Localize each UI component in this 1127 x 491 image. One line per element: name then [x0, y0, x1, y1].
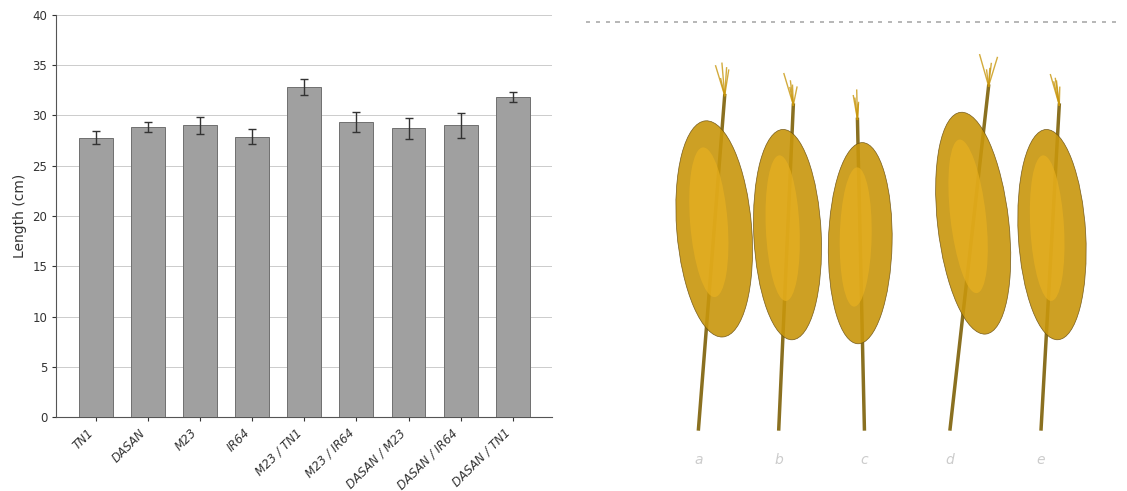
Bar — [444, 126, 478, 417]
Ellipse shape — [1018, 130, 1086, 340]
Text: a: a — [694, 453, 703, 467]
Bar — [496, 97, 530, 417]
Ellipse shape — [1030, 155, 1065, 301]
Bar — [339, 122, 373, 417]
Text: d: d — [946, 453, 955, 467]
Bar — [183, 126, 218, 417]
Bar — [287, 87, 321, 417]
Ellipse shape — [676, 121, 753, 337]
Text: c: c — [861, 453, 868, 467]
Ellipse shape — [754, 130, 822, 340]
Ellipse shape — [935, 112, 1011, 334]
Ellipse shape — [765, 155, 800, 301]
Ellipse shape — [690, 147, 728, 297]
Bar — [131, 128, 165, 417]
Text: e: e — [1037, 453, 1046, 467]
Y-axis label: Length (cm): Length (cm) — [12, 174, 27, 258]
Ellipse shape — [840, 167, 871, 307]
Ellipse shape — [949, 139, 987, 293]
Bar — [236, 136, 269, 417]
Bar — [629, 372, 640, 419]
Ellipse shape — [828, 142, 893, 344]
Bar — [391, 129, 426, 417]
Text: b: b — [774, 453, 783, 467]
Bar — [79, 137, 113, 417]
